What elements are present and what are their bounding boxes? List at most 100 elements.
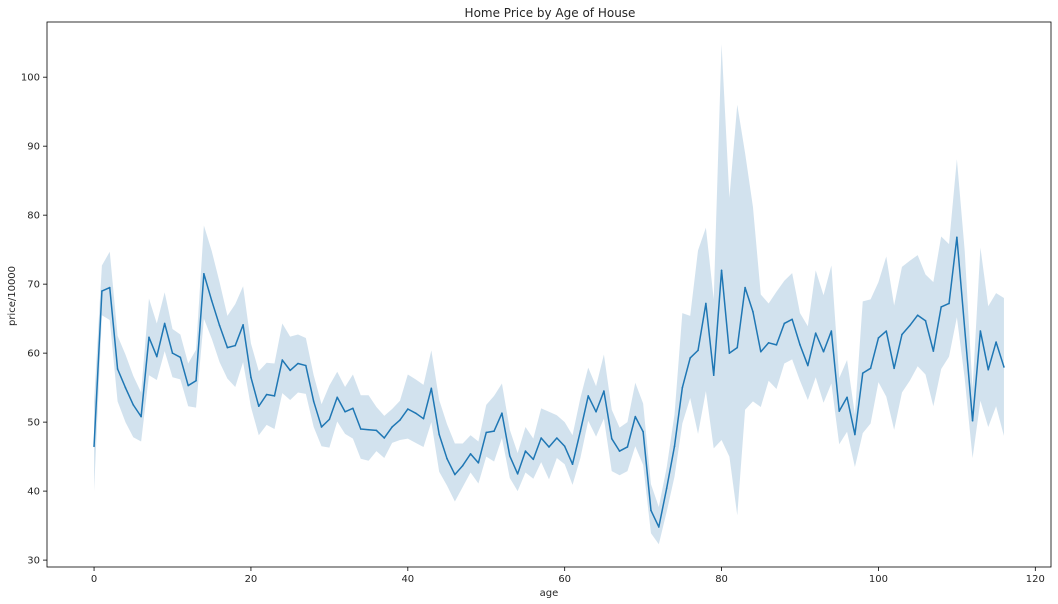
data-point [289, 369, 291, 372]
data-point [807, 364, 809, 367]
data-point [783, 322, 786, 325]
confidence-band [94, 44, 1004, 545]
data-point [767, 341, 770, 344]
data-point [712, 374, 715, 377]
data-point [956, 236, 958, 239]
data-point [218, 324, 221, 327]
data-point [838, 410, 841, 412]
data-point [556, 437, 558, 439]
data-point [626, 446, 629, 448]
data-point [493, 430, 495, 432]
y-tick-label: 70 [27, 280, 40, 291]
line-layer [93, 236, 1005, 528]
data-point [312, 400, 315, 403]
data-point [516, 473, 519, 475]
data-point [720, 269, 723, 272]
x-tick-label: 60 [558, 574, 571, 585]
data-point [501, 412, 503, 414]
data-point [673, 445, 676, 448]
data-point [265, 393, 268, 396]
data-point [775, 344, 778, 346]
data-point [524, 450, 527, 452]
data-point [1003, 366, 1005, 368]
data-point [469, 453, 472, 455]
data-point [658, 526, 660, 528]
x-tick-label: 40 [401, 574, 414, 585]
data-point [728, 352, 731, 354]
data-point [320, 426, 323, 428]
data-point [940, 306, 942, 308]
data-point [822, 350, 825, 353]
data-point [454, 473, 456, 476]
x-axis: 0 20 40 60 80 100 120 [91, 567, 1045, 585]
data-point [273, 395, 276, 397]
data-point [861, 372, 864, 374]
data-point [281, 359, 284, 361]
data-point [595, 410, 597, 413]
data-point [352, 407, 354, 410]
plot-frame [46, 21, 1052, 568]
chart-title: Home Price by Age of House [465, 6, 636, 20]
data-point [391, 426, 393, 428]
confidence-band-layer [94, 44, 1004, 545]
data-point [885, 330, 888, 332]
data-point [642, 430, 644, 433]
data-point [148, 336, 150, 339]
data-point [132, 404, 135, 406]
data-point [485, 431, 488, 434]
data-point [916, 314, 919, 317]
data-point [689, 357, 691, 359]
data-point [187, 384, 189, 387]
data-point [407, 408, 409, 410]
data-point [563, 445, 566, 448]
x-tick-label: 120 [1026, 574, 1045, 585]
data-point [697, 349, 699, 352]
data-point [971, 419, 974, 422]
data-point [375, 429, 378, 432]
data-point [297, 362, 299, 365]
data-point [414, 412, 417, 414]
data-point [328, 418, 331, 421]
data-point [681, 386, 684, 389]
data-point [508, 455, 511, 457]
data-point [234, 344, 237, 347]
y-tick-label: 80 [27, 211, 40, 222]
data-point [759, 350, 762, 353]
data-point [587, 395, 590, 397]
data-point [909, 324, 911, 327]
data-point [744, 286, 746, 289]
data-point [901, 333, 903, 336]
data-point [250, 376, 252, 379]
data-point [477, 462, 480, 464]
data-point [579, 430, 582, 432]
data-point [571, 463, 574, 466]
data-point [634, 415, 637, 418]
data-point [156, 355, 158, 358]
data-point [210, 299, 213, 302]
data-point [101, 290, 103, 292]
data-point [995, 341, 997, 343]
data-point [359, 428, 362, 430]
data-point [618, 450, 621, 452]
data-point [932, 350, 935, 352]
y-tick-label: 60 [27, 349, 40, 360]
y-tick-label: 100 [21, 73, 40, 84]
data-point [846, 396, 848, 399]
y-tick-label: 90 [27, 142, 40, 153]
y-tick-label: 30 [27, 556, 40, 567]
x-tick-label: 80 [715, 574, 728, 585]
y-tick-label: 50 [27, 418, 40, 429]
y-tick-label: 40 [27, 487, 40, 498]
data-point [854, 433, 856, 436]
data-point [116, 368, 119, 370]
data-point [171, 352, 174, 354]
data-point [257, 405, 260, 408]
data-point [179, 356, 182, 359]
x-tick-label: 100 [869, 574, 888, 585]
data-point [367, 428, 370, 431]
data-point [344, 410, 346, 413]
data-point [163, 322, 166, 325]
data-point [124, 386, 127, 389]
x-tick-label: 0 [91, 574, 97, 585]
